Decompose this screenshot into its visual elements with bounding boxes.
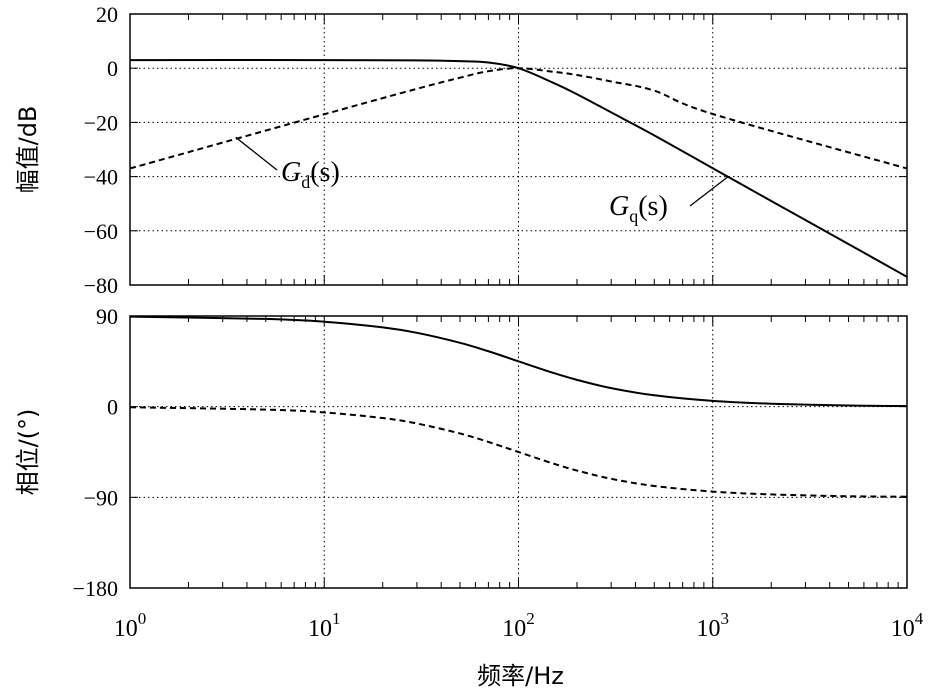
x-axis-label: 频率/Hz	[477, 662, 564, 690]
x-tick-label-exponent: 4	[915, 609, 924, 628]
gd-annotation-main: G	[281, 157, 301, 188]
magnitude-series-group	[129, 59, 908, 278]
magnitude-y-axis-label: 幅值/dB	[14, 106, 42, 194]
x-tick-label: 101	[308, 609, 341, 642]
gq-series-line	[129, 59, 908, 278]
gd-annotation-label: Gd(s)	[281, 157, 340, 192]
y-tick-label: −80	[84, 273, 118, 298]
x-tick-label: 103	[697, 609, 730, 642]
gd-annotation-rest: (s)	[310, 157, 340, 188]
magnitude-grid	[130, 14, 907, 285]
x-tick-label: 100	[114, 609, 147, 642]
y-tick-label: −90	[84, 485, 118, 510]
gq-annotation-leader	[689, 176, 729, 207]
x-tick-label-exponent: 3	[721, 609, 730, 628]
magnitude-annotations: Gd(s) Gq(s)	[235, 136, 729, 226]
x-tick-label-base: 10	[891, 616, 915, 642]
y-tick-label: −40	[84, 165, 118, 190]
x-tick-label-exponent: 2	[526, 609, 535, 628]
magnitude-panel: Gd(s) Gq(s) 200−20−40−60−80 幅值/dB	[14, 2, 908, 298]
phase-y-ticks: 90 0 −90 −180	[73, 304, 907, 601]
phase-series-group	[129, 315, 908, 498]
y-tick-label: 90	[96, 304, 118, 329]
x-tick-label-base: 10	[114, 616, 138, 642]
gd-series-line	[129, 406, 908, 498]
gq-annotation-sub: q	[629, 206, 638, 226]
x-tick-label: 104	[891, 609, 924, 642]
y-tick-label: −180	[73, 576, 118, 601]
y-tick-label: −20	[84, 110, 118, 135]
x-tick-label-base: 10	[502, 616, 526, 642]
y-tick-label: 0	[107, 56, 118, 81]
phase-x-ticks: 100 101 102 103 104	[114, 609, 924, 642]
gd-annotation-sub: d	[301, 172, 310, 192]
gq-annotation-rest: (s)	[638, 191, 668, 222]
gq-annotation-main: G	[609, 191, 629, 222]
x-tick-label-base: 10	[308, 616, 332, 642]
phase-y-axis-label: 相位/(°)	[14, 409, 42, 496]
x-tick-label-exponent: 1	[332, 609, 341, 628]
x-tick-label: 102	[502, 609, 535, 642]
x-tick-label-base: 10	[697, 616, 721, 642]
magnitude-y-ticks: 20 0 −20 −40 −60 −80	[84, 2, 907, 298]
y-tick-label: −60	[84, 219, 118, 244]
gq-annotation-label: Gq(s)	[609, 191, 668, 226]
phase-panel: 900−90−180 100 101 102 103 104 相位/(°) 频率/Hz	[14, 304, 924, 690]
gq-series-line	[129, 315, 908, 408]
y-tick-label: 0	[107, 395, 118, 420]
gd-series-line	[129, 67, 908, 170]
gd-annotation-leader	[235, 136, 278, 171]
y-tick-label: 20	[96, 2, 118, 27]
x-tick-label-exponent: 0	[138, 609, 147, 628]
